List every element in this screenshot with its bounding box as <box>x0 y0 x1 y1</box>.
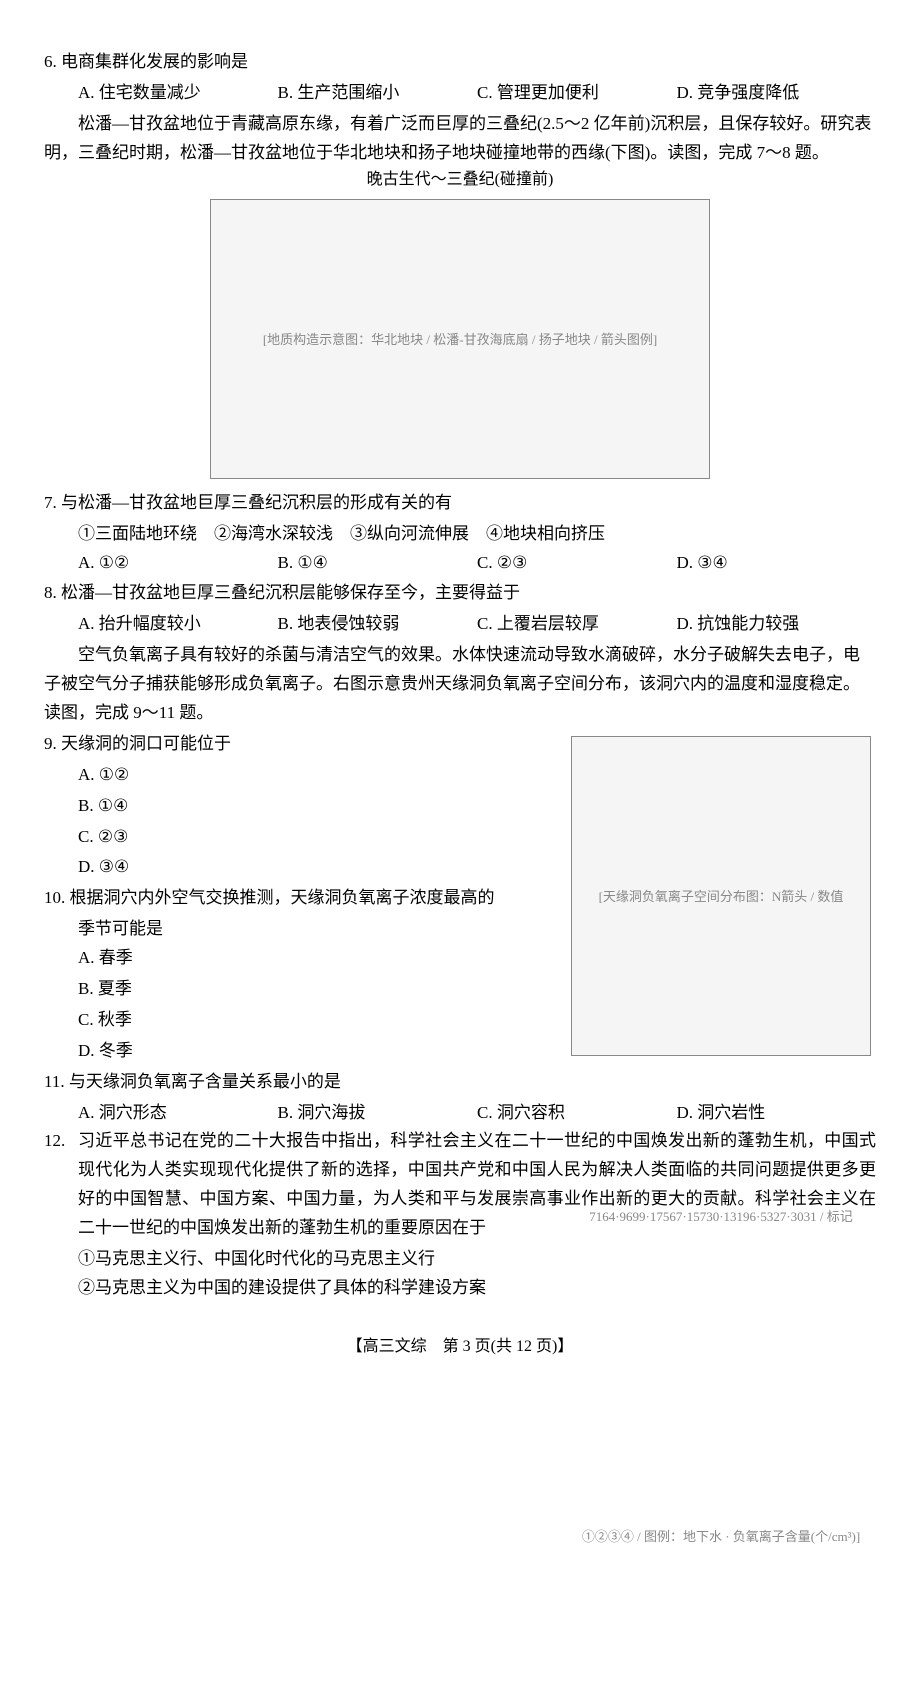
q6-options: A. 住宅数量减少 B. 生产范围缩小 C. 管理更加便利 D. 竞争强度降低 <box>78 79 876 108</box>
q6-opt-a[interactable]: A. 住宅数量减少 <box>78 79 278 108</box>
q7-options: A. ①② B. ①④ C. ②③ D. ③④ <box>78 549 876 578</box>
q7-opt-c[interactable]: C. ②③ <box>477 549 677 578</box>
q8-options: A. 抬升幅度较小 B. 地表侵蚀较弱 C. 上覆岩层较厚 D. 抗蚀能力较强 <box>78 610 876 639</box>
q9-opt-a[interactable]: A. ①② <box>78 761 556 790</box>
q6-opt-c[interactable]: C. 管理更加便利 <box>477 79 677 108</box>
figure-2: [天缘洞负氧离子空间分布图：N箭头 / 数值 7164·9699·17567·1… <box>571 736 871 1056</box>
q9-stem: 9. 天缘洞的洞口可能位于 <box>44 730 556 759</box>
q6-opt-d[interactable]: D. 竞争强度降低 <box>677 79 877 108</box>
q11-options: A. 洞穴形态 B. 洞穴海拔 C. 洞穴容积 D. 洞穴岩性 <box>78 1099 876 1128</box>
q10-stem-2: 季节可能是 <box>78 915 556 944</box>
q12-number: 12. <box>44 1127 78 1243</box>
q8-opt-d[interactable]: D. 抗蚀能力较强 <box>677 610 877 639</box>
q9-opt-c[interactable]: C. ②③ <box>78 823 556 852</box>
q8-opt-b[interactable]: B. 地表侵蚀较弱 <box>278 610 478 639</box>
q10-opt-d[interactable]: D. 冬季 <box>78 1037 556 1066</box>
q11-opt-c[interactable]: C. 洞穴容积 <box>477 1099 677 1128</box>
q7-stem: 7. 与松潘—甘孜盆地巨厚三叠纪沉积层的形成有关的有 <box>44 489 876 518</box>
q10-opt-b[interactable]: B. 夏季 <box>78 975 556 1004</box>
q10-options: A. 春季 B. 夏季 C. 秋季 D. 冬季 <box>78 944 556 1066</box>
q9-opt-d[interactable]: D. ③④ <box>78 853 556 882</box>
fig1-caption: 晚古生代～三叠纪(碰撞前) <box>44 166 876 193</box>
q11-opt-b[interactable]: B. 洞穴海拔 <box>278 1099 478 1128</box>
q7-opt-b[interactable]: B. ①④ <box>278 549 478 578</box>
q11-opt-d[interactable]: D. 洞穴岩性 <box>677 1099 877 1128</box>
passage-2: 空气负氧离子具有较好的杀菌与清洁空气的效果。水体快速流动导致水滴破碎，水分子破解… <box>44 641 876 728</box>
q9-opt-b[interactable]: B. ①④ <box>78 792 556 821</box>
q8-opt-a[interactable]: A. 抬升幅度较小 <box>78 610 278 639</box>
q6-stem: 6. 电商集群化发展的影响是 <box>44 48 876 77</box>
q7-substems: ①三面陆地环绕 ②海湾水深较浅 ③纵向河流伸展 ④地块相向挤压 <box>78 520 876 549</box>
passage-1: 松潘—甘孜盆地位于青藏高原东缘，有着广泛而巨厚的三叠纪(2.5～2 亿年前)沉积… <box>44 110 876 168</box>
q10-stem: 10. 根据洞穴内外空气交换推测，天缘洞负氧离子浓度最高的 <box>44 884 556 913</box>
q7-opt-d[interactable]: D. ③④ <box>677 549 877 578</box>
q12-stem: 习近平总书记在党的二十大报告中指出，科学社会主义在二十一世纪的中国焕发出新的蓬勃… <box>78 1127 876 1243</box>
q9-options: A. ①② B. ①④ C. ②③ D. ③④ <box>78 761 556 883</box>
q11-opt-a[interactable]: A. 洞穴形态 <box>78 1099 278 1128</box>
q7-opt-a[interactable]: A. ①② <box>78 549 278 578</box>
q8-stem: 8. 松潘—甘孜盆地巨厚三叠纪沉积层能够保存至今，主要得益于 <box>44 579 876 608</box>
q10-opt-a[interactable]: A. 春季 <box>78 944 556 973</box>
figure-1: [地质构造示意图：华北地块 / 松潘-甘孜海底扇 / 扬子地块 / 箭头图例] <box>210 199 710 479</box>
q10-opt-c[interactable]: C. 秋季 <box>78 1006 556 1035</box>
q6-opt-b[interactable]: B. 生产范围缩小 <box>278 79 478 108</box>
q8-opt-c[interactable]: C. 上覆岩层较厚 <box>477 610 677 639</box>
